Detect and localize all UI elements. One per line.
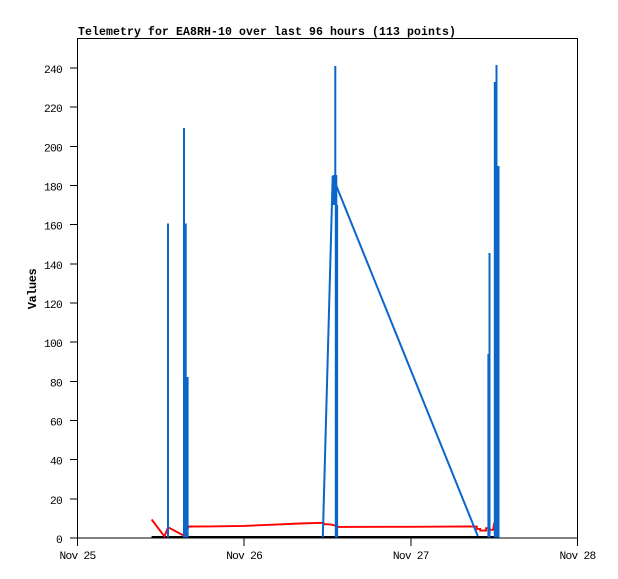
- svg-text:160: 160: [44, 222, 63, 234]
- svg-text:200: 200: [44, 143, 63, 155]
- svg-text:20: 20: [50, 496, 63, 508]
- svg-text:180: 180: [44, 183, 63, 195]
- svg-text:0: 0: [56, 535, 63, 547]
- svg-text:Nov 27: Nov 27: [393, 551, 429, 563]
- svg-text:Nov 25: Nov 25: [60, 551, 96, 563]
- svg-text:240: 240: [44, 65, 63, 77]
- svg-text:220: 220: [44, 104, 63, 116]
- svg-text:120: 120: [44, 300, 63, 312]
- svg-text:100: 100: [44, 339, 63, 351]
- svg-text:140: 140: [44, 261, 63, 273]
- svg-text:Telemetry for EA8RH-10 over la: Telemetry for EA8RH-10 over last 96 hour…: [78, 26, 456, 39]
- svg-text:Values: Values: [26, 269, 40, 310]
- svg-text:60: 60: [50, 418, 63, 430]
- svg-text:80: 80: [50, 378, 63, 390]
- svg-text:40: 40: [50, 457, 63, 469]
- svg-text:Nov 26: Nov 26: [226, 551, 262, 563]
- svg-text:Nov 28: Nov 28: [560, 551, 596, 563]
